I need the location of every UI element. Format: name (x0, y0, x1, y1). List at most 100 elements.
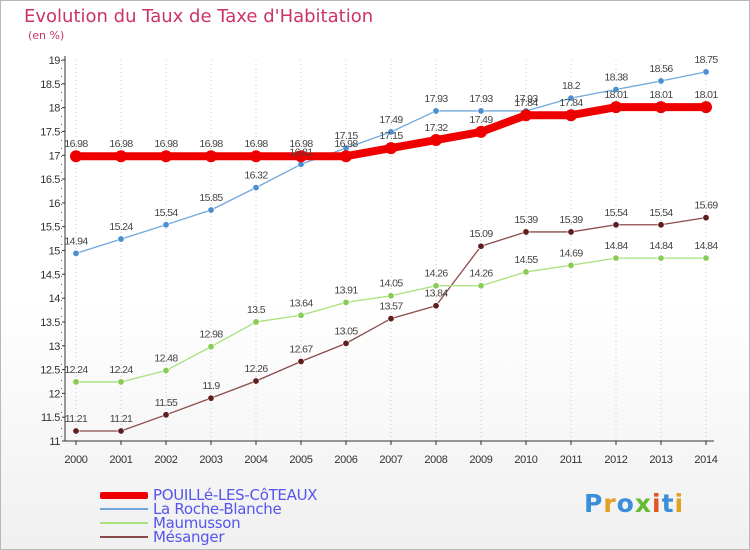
x-tick-label-2003: 2003 (199, 454, 222, 466)
data-label: 12.24 (64, 364, 88, 376)
y-axis-dot (61, 292, 62, 293)
legend-swatch-mesanger (100, 536, 148, 538)
data-point (657, 254, 665, 262)
y-tick-label-18.5: 18.5 (40, 79, 60, 91)
data-label: 17.84 (559, 97, 583, 109)
series-1 (72, 68, 710, 257)
data-label: 16.98 (199, 138, 223, 150)
data-point (252, 318, 260, 326)
data-point (207, 343, 215, 351)
data-label: 14.69 (559, 247, 583, 259)
legend-item-la-roche-blanche: La Roche-Blanche (100, 500, 282, 518)
data-label: 16.98 (289, 138, 313, 150)
y-axis-dot (61, 124, 62, 125)
y-tick-label-14.5: 14.5 (40, 269, 60, 281)
data-label: 16.98 (244, 138, 268, 150)
y-axis-dot (61, 180, 62, 181)
data-point (567, 261, 575, 269)
legend-label-pouille: POUILLé-LES-CôTEAUX (153, 486, 318, 504)
x-tick-label-2000: 2000 (64, 454, 87, 466)
data-label: 13.57 (379, 301, 403, 313)
data-label: 13.91 (334, 284, 358, 296)
data-label: 16.98 (334, 138, 358, 150)
legend-label-maumusson: Maumusson (153, 514, 241, 532)
data-point (205, 150, 217, 163)
y-axis-dot (61, 412, 62, 413)
data-label: 18.01 (649, 89, 673, 101)
y-tick-label-13.5: 13.5 (40, 317, 60, 329)
data-point (522, 268, 530, 276)
y-tick-label-15: 15 (49, 246, 61, 258)
data-point (297, 357, 305, 365)
data-label: 17.93 (469, 93, 493, 105)
data-label: 16.98 (64, 138, 88, 150)
y-axis-dot (61, 196, 62, 197)
data-label: 15.69 (694, 200, 718, 212)
y-axis-dot (61, 364, 62, 365)
data-label: 17.15 (334, 130, 358, 142)
data-point (117, 427, 125, 435)
y-axis-dot (61, 132, 62, 133)
y-tick-label-12: 12 (49, 388, 61, 400)
data-label: 12.98 (199, 329, 223, 341)
data-label: 12.26 (244, 363, 268, 375)
chart-title: Evolution du Taux de Taxe d'Habitation (24, 6, 374, 27)
x-tick-label-2012: 2012 (604, 454, 627, 466)
data-point (250, 150, 262, 163)
y-tick-label-12.5: 12.5 (40, 365, 60, 377)
y-axis-dot (61, 404, 62, 405)
x-tick-label-2010: 2010 (514, 454, 537, 466)
data-label: 11.21 (110, 413, 133, 425)
legend-item-mesanger: Mésanger (100, 528, 225, 546)
y-axis-dot (61, 108, 62, 109)
y-tick-label-11: 11 (49, 436, 60, 448)
data-point (432, 282, 440, 290)
y-axis-dot (61, 228, 62, 229)
data-label: 11.21 (65, 413, 88, 425)
data-point (520, 109, 532, 122)
legend-swatch-la-roche-blanche (100, 508, 148, 510)
data-point (700, 101, 712, 114)
data-point (612, 86, 620, 94)
y-axis-dot (61, 60, 62, 61)
data-label: 13.64 (289, 297, 313, 309)
data-label: 11.55 (155, 397, 178, 409)
y-axis-dot (61, 116, 62, 117)
data-point (162, 411, 170, 419)
data-point (115, 150, 127, 163)
y-axis-dot (61, 252, 62, 253)
data-point (655, 101, 667, 114)
data-point (702, 68, 710, 76)
data-label: 14.26 (424, 268, 448, 280)
y-tick-label-18: 18 (49, 103, 61, 115)
proxiti-logo: Proxiti (584, 489, 685, 518)
data-label: 16.81 (289, 146, 313, 158)
data-point (612, 254, 620, 262)
data-label: 16.32 (244, 170, 268, 182)
data-point (162, 367, 170, 375)
data-point (475, 125, 487, 138)
x-tick-label-2013: 2013 (649, 454, 672, 466)
data-point (295, 150, 307, 163)
data-label: 14.84 (649, 240, 673, 252)
y-axis-dot (61, 140, 62, 141)
x-tick-label-2014: 2014 (694, 454, 717, 466)
y-axis-dot (61, 396, 62, 397)
x-tick-label-2002: 2002 (154, 454, 177, 466)
data-point (522, 228, 530, 236)
y-axis-dot (61, 92, 62, 93)
legend-item-maumusson: Maumusson (100, 514, 241, 532)
data-label: 15.24 (109, 221, 133, 233)
data-point (477, 242, 485, 250)
data-label: 14.05 (379, 278, 403, 290)
data-point (657, 221, 665, 229)
data-point (477, 107, 485, 115)
y-axis-dot (61, 428, 62, 429)
data-label: 11.9 (202, 380, 220, 392)
data-label: 15.39 (559, 214, 583, 226)
data-label: 16.98 (109, 138, 133, 150)
data-point (702, 214, 710, 222)
data-label: 17.93 (514, 93, 538, 105)
legend-label-mesanger: Mésanger (153, 528, 225, 546)
data-label: 14.94 (64, 235, 88, 247)
